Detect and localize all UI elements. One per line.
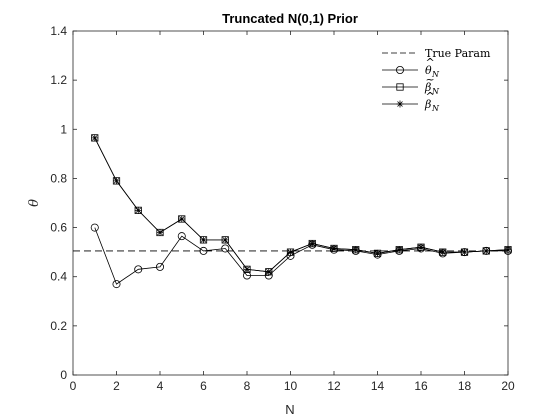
x-tick-label: 0 — [70, 379, 77, 393]
legend-label: True Param — [425, 47, 491, 60]
point-beta_hat — [265, 268, 273, 276]
legend-accent: ^ — [426, 56, 435, 69]
point-beta_hat — [374, 249, 381, 257]
y-tick-label: 1.4 — [50, 24, 67, 38]
legend-symbol: θ — [425, 64, 432, 77]
x-tick-label: 16 — [414, 379, 428, 393]
series-beta_hat — [91, 134, 512, 276]
y-tick-label: 0.6 — [50, 221, 67, 235]
series-marks — [73, 134, 512, 289]
legend-subscript: N — [431, 70, 440, 79]
point-theta — [199, 246, 208, 255]
x-axis-label: N — [285, 402, 294, 417]
point-beta_hat — [352, 246, 360, 254]
point-beta_hat — [439, 248, 447, 256]
point-beta_hat — [330, 244, 338, 252]
point-beta_hat — [395, 246, 403, 254]
point-beta_hat — [113, 177, 120, 185]
y-tick-label: 0.2 — [50, 319, 67, 333]
y-tick-label: 1 — [60, 122, 67, 136]
x-tick-label: 14 — [371, 379, 385, 393]
y-axis-label: θ — [27, 199, 42, 207]
legend-item-true_param: True Param — [382, 47, 491, 60]
x-tick-label: 20 — [501, 379, 515, 393]
legend-item-beta_hat: β^N — [382, 90, 440, 113]
point-theta — [221, 244, 230, 253]
point-beta_hat — [200, 236, 207, 244]
point-beta_hat — [243, 265, 251, 273]
legend-subscript: N — [431, 87, 440, 96]
y-tick-label: 1.2 — [50, 73, 67, 87]
point-beta_hat — [504, 246, 512, 254]
point-theta — [177, 232, 186, 241]
point-beta_hat — [134, 206, 142, 214]
chart-title: Truncated N(0,1) Prior — [222, 11, 358, 26]
legend-marker — [396, 83, 404, 91]
point-beta_hat — [417, 243, 425, 251]
x-tick-label: 10 — [284, 379, 298, 393]
x-tick-label: 12 — [327, 379, 341, 393]
legend-accent: ~ — [426, 73, 435, 86]
legend-subscript: N — [431, 104, 440, 113]
point-theta — [155, 262, 164, 271]
point-beta_hat — [156, 228, 164, 236]
series-line-beta_hat — [94, 137, 509, 273]
point-beta_hat — [178, 215, 186, 223]
x-tick-label: 2 — [113, 379, 120, 393]
point-theta — [90, 223, 99, 232]
legend-marker — [396, 100, 404, 108]
point-beta_hat — [287, 248, 294, 256]
point-beta_hat — [482, 247, 490, 255]
point-beta_hat — [308, 240, 316, 248]
point-beta_hat — [221, 236, 229, 244]
point-beta_hat — [461, 248, 468, 256]
point-beta_hat — [91, 134, 99, 142]
legend-item-theta: θ^N — [382, 56, 440, 79]
axis-ticks: 0 2 4 6 8 10 12 14 16 18 20 0 0.2 0.4 0.6 0.8 1 1.2 1.4 — [50, 24, 515, 393]
point-theta — [134, 265, 143, 274]
legend-symbol: β — [424, 98, 431, 111]
legend-marker — [395, 66, 404, 75]
legend-item-beta_tilde: β~N — [382, 73, 440, 96]
y-tick-label: 0 — [60, 368, 67, 382]
legend-symbol: β — [424, 81, 431, 94]
plot-area — [72, 30, 509, 376]
y-tick-label: 0.8 — [50, 171, 67, 185]
x-tick-label: 6 — [200, 379, 207, 393]
y-tick-label: 0.4 — [50, 270, 67, 284]
legend-accent: ^ — [426, 90, 435, 103]
point-theta — [112, 280, 121, 289]
x-tick-label: 4 — [157, 379, 164, 393]
x-tick-label: 8 — [244, 379, 251, 393]
x-tick-label: 18 — [458, 379, 472, 393]
